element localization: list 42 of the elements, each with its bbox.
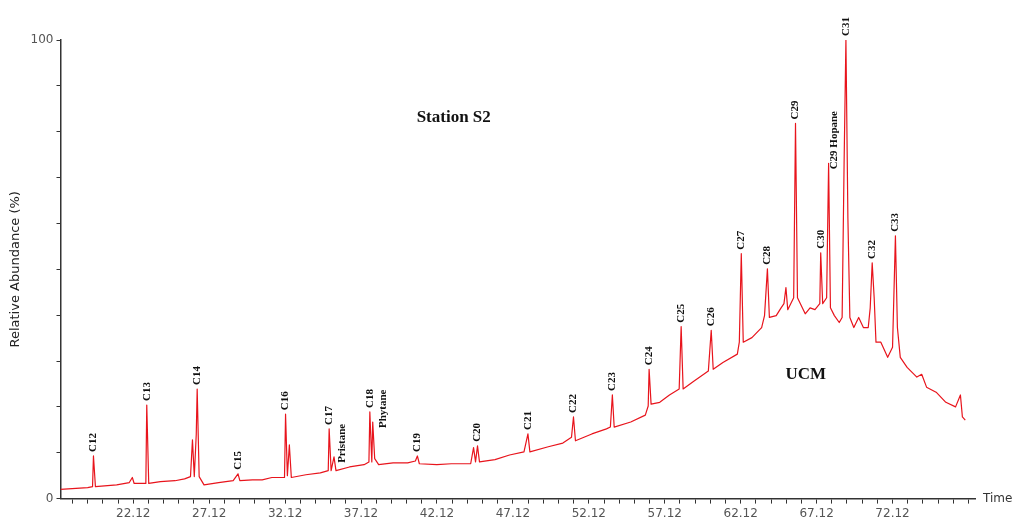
x-tick-label: 22.12 xyxy=(116,505,151,520)
annotation: UCM xyxy=(785,364,827,384)
annotation: C15 xyxy=(230,450,243,470)
annotation: C28 xyxy=(760,245,773,265)
annotation: C22 xyxy=(566,393,579,413)
annotation: C12 xyxy=(86,432,99,452)
annotation: C32 xyxy=(865,239,878,259)
x-axis-title: Time xyxy=(982,490,1013,505)
annotation: C24 xyxy=(641,345,654,366)
annotation: Phytane xyxy=(375,389,388,429)
y-axis-title: Relative Abundance (%) xyxy=(7,191,23,348)
annotation: C29 xyxy=(788,100,801,120)
x-tick-label: 72.12 xyxy=(875,505,910,520)
annotation: C33 xyxy=(888,212,901,232)
annotation: C13 xyxy=(139,381,152,402)
annotation: C30 xyxy=(813,229,826,249)
annotation: C25 xyxy=(674,303,686,323)
annotation: Pristane xyxy=(334,423,347,463)
x-tick-label: 32.12 xyxy=(267,505,303,520)
x-tick-label: 37.12 xyxy=(343,505,379,520)
annotation: C23 xyxy=(605,371,618,391)
x-tick-label: 27.12 xyxy=(191,505,227,520)
annotation: C20 xyxy=(470,422,483,442)
y-tick-label: 100 xyxy=(30,32,54,47)
annotation: C26 xyxy=(704,306,717,327)
annotation: C27 xyxy=(734,230,747,250)
x-tick-label: 57.12 xyxy=(647,505,682,520)
annotation: C19 xyxy=(410,432,423,452)
annotation: C18 xyxy=(362,388,375,408)
x-tick-label: 62.12 xyxy=(723,505,758,520)
y-tick-label: 0 xyxy=(45,490,54,505)
annotation: C21 xyxy=(520,410,533,430)
text: Station S2 xyxy=(416,107,491,127)
annotation: C31 xyxy=(838,17,851,36)
annotation: C29 Hopane xyxy=(826,110,839,170)
x-tick-label: 42.12 xyxy=(419,505,455,520)
x-tick-label: 67.12 xyxy=(799,505,834,520)
annotation: C17 xyxy=(321,405,334,425)
annotation: C14 xyxy=(190,365,203,385)
annotation: C16 xyxy=(278,390,291,411)
x-tick-label: 52.12 xyxy=(571,505,606,520)
x-tick-label: 47.12 xyxy=(495,505,531,520)
